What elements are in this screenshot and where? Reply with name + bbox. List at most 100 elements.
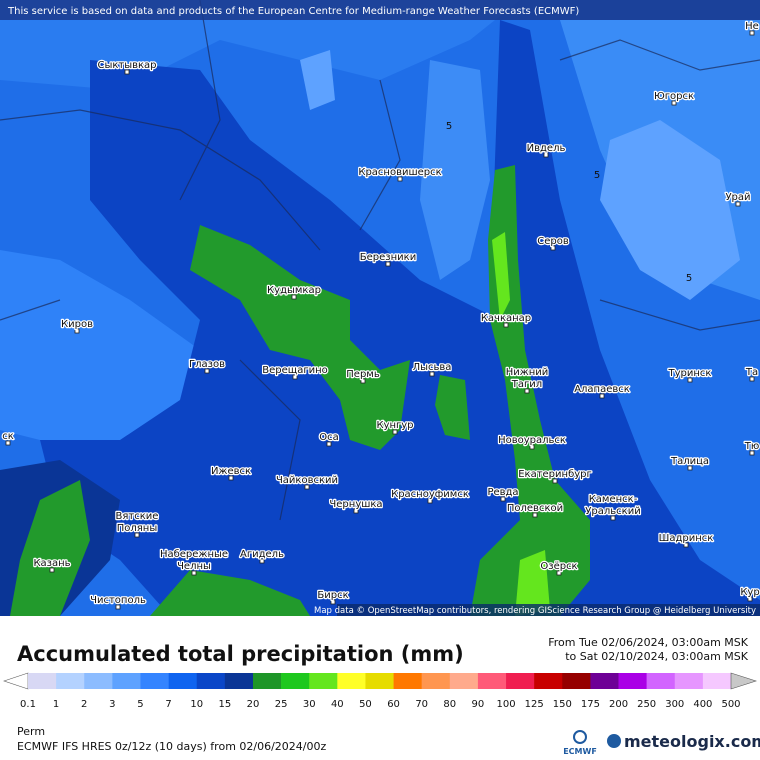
colorbar-label: 25 xyxy=(275,699,288,710)
notice: This service is based on data and produc… xyxy=(7,6,579,17)
colorbar-segment xyxy=(140,673,169,689)
city-label: Чайковский xyxy=(276,475,338,486)
precip-area xyxy=(515,550,550,616)
city-marker xyxy=(671,100,677,106)
colorbar-segment xyxy=(168,673,198,689)
colorbar-label: 500 xyxy=(721,699,740,710)
city-marker xyxy=(503,322,509,328)
city-label: Туринск xyxy=(668,368,712,379)
city-label: Тагил xyxy=(511,379,542,390)
precip-area xyxy=(490,20,760,616)
city-marker xyxy=(5,440,11,446)
colorbar-segment xyxy=(28,673,57,689)
city-marker xyxy=(397,176,403,182)
city-label: Каменск- xyxy=(589,494,638,505)
colorbar-label: 125 xyxy=(525,699,544,710)
city-label: Вятские xyxy=(116,511,159,522)
city-label: Чистополь xyxy=(90,595,146,606)
city-marker xyxy=(552,478,558,484)
precip-area xyxy=(190,225,410,450)
city-marker xyxy=(427,498,433,504)
colorbar-segment xyxy=(421,673,451,689)
colorbar-label: 150 xyxy=(553,699,572,710)
colorbar-segment xyxy=(337,673,366,689)
colorbar-label: 250 xyxy=(637,699,656,710)
city-label: Ревда xyxy=(487,487,518,498)
city-marker xyxy=(687,377,693,383)
city-label: Тю xyxy=(744,441,760,452)
city-label: Красновишерск xyxy=(358,167,441,178)
city-label: Лысьва xyxy=(413,362,452,373)
colorbar-segment xyxy=(196,673,226,689)
city-label: Оса xyxy=(319,432,339,443)
colorbar-label: 30 xyxy=(303,699,316,710)
city-marker xyxy=(747,596,753,602)
city-marker xyxy=(749,30,755,36)
city-label: Поляны xyxy=(117,523,157,534)
city-marker xyxy=(392,429,398,435)
colorbar-arrow xyxy=(730,672,757,690)
city-label: ск xyxy=(2,431,14,442)
precip-area xyxy=(600,120,740,300)
colorbar-segment xyxy=(449,673,479,689)
colorbar-label: 90 xyxy=(472,699,485,710)
city-marker xyxy=(353,508,359,514)
city-marker xyxy=(500,496,506,502)
colorbar-segment xyxy=(477,673,507,689)
colorbar-segment xyxy=(252,673,282,689)
city-marker xyxy=(532,512,538,518)
city-label: Березники xyxy=(360,252,416,263)
precip-area xyxy=(492,232,510,320)
city-marker xyxy=(115,604,121,610)
precip-area xyxy=(435,375,470,440)
city-marker xyxy=(124,69,130,75)
colorbar-segment xyxy=(393,673,422,689)
colorbar-label: 15 xyxy=(218,699,231,710)
model-info: ECMWF IFS HRES 0z/12z (10 days) from 02/… xyxy=(17,740,327,753)
city-marker xyxy=(191,570,197,576)
city-marker xyxy=(134,532,140,538)
colorbar-segment xyxy=(56,673,85,689)
city-label: Урай xyxy=(725,192,750,203)
city-marker xyxy=(529,444,535,450)
city-label: Югорск xyxy=(654,91,694,102)
precip-area xyxy=(150,570,310,616)
city-marker xyxy=(360,378,366,384)
city-marker xyxy=(687,465,693,471)
city-marker xyxy=(259,558,265,564)
city-marker xyxy=(524,388,530,394)
city-label: Новоуральск xyxy=(498,435,566,446)
colorbar-segment xyxy=(562,673,591,689)
date-to: to Sat 02/10/2024, 03:00am MSK xyxy=(565,650,749,663)
colorbar-label: 300 xyxy=(665,699,684,710)
colorbar-segment xyxy=(674,673,704,689)
location: Perm xyxy=(17,725,45,738)
city-label: Серов xyxy=(537,236,569,247)
city-label: Кудымкар xyxy=(267,285,321,296)
colorbar-segment xyxy=(224,673,254,689)
city-marker xyxy=(304,484,310,490)
colorbar-label: 1 xyxy=(53,699,59,710)
colorbar-segment xyxy=(534,673,563,689)
city-marker xyxy=(543,152,549,158)
contour-label: 5 xyxy=(594,170,600,181)
precip-area xyxy=(420,60,490,280)
contour-label: 5 xyxy=(686,273,692,284)
brand-logo xyxy=(607,734,621,748)
map: Сыктывкар Югорск Ивдель Красновишерск Урай Се… xyxy=(0,0,760,616)
city-marker xyxy=(599,393,605,399)
city-label: Полевской xyxy=(507,503,563,514)
city-label: Киров xyxy=(61,319,93,330)
city-label: Не xyxy=(745,21,759,32)
city-label: Ижевск xyxy=(211,466,251,477)
city-marker xyxy=(429,371,435,377)
colorbar-label: 175 xyxy=(581,699,600,710)
colorbar-label: 2 xyxy=(81,699,87,710)
colorbar: 0.1 1 2 3 5 7 10 15 20 25 30 40 50 60 70 80 90 100 125 150 1… xyxy=(3,672,757,710)
city-marker xyxy=(228,475,234,481)
city-label: Красноуфимск xyxy=(391,489,469,500)
city-label: Глазов xyxy=(189,359,225,370)
city-label: Верещагино xyxy=(262,365,327,376)
contour-layer: 5 5 5 xyxy=(446,121,692,284)
city-marker xyxy=(385,261,391,267)
